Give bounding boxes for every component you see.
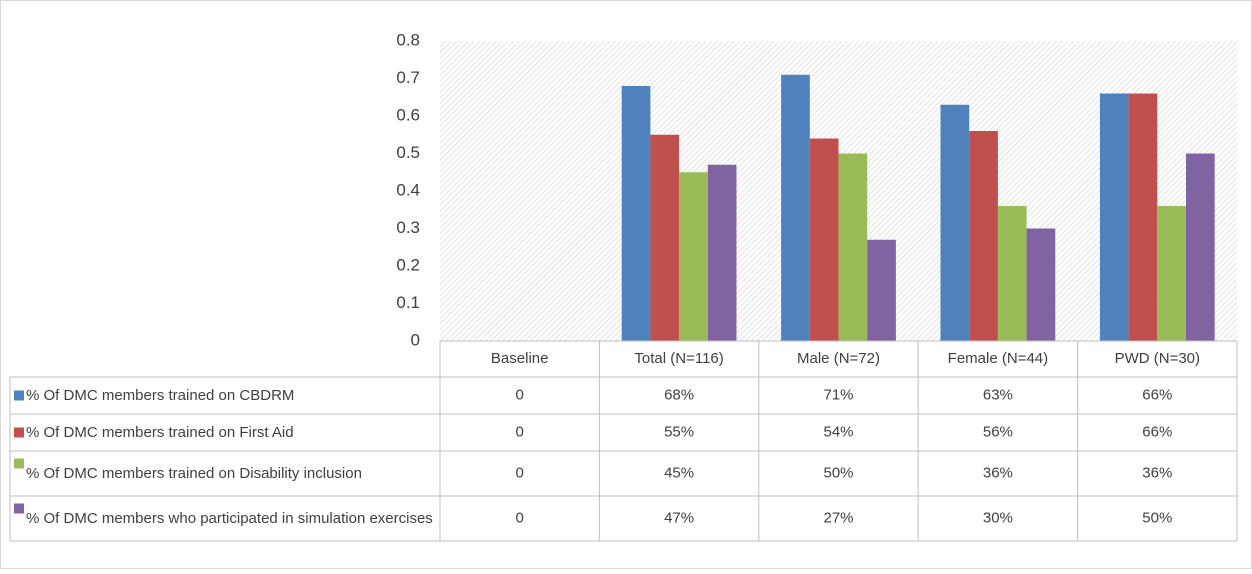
data-label: 0 xyxy=(516,386,524,403)
data-label: 68% xyxy=(664,386,694,403)
data-label: 0 xyxy=(516,464,524,481)
legend-label-box: % Of DMC members trained on First Aid xyxy=(26,423,294,441)
legend-swatch xyxy=(14,427,24,438)
legend-swatch xyxy=(14,503,24,514)
data-label: 50% xyxy=(823,464,853,481)
data-label: 45% xyxy=(664,464,694,481)
bar xyxy=(1185,153,1215,341)
legend-label-box: % Of DMC members trained on CBDRM xyxy=(26,386,295,404)
x-tick-label: Male (N=72) xyxy=(797,350,880,367)
data-label: 56% xyxy=(983,423,1013,440)
bar xyxy=(997,206,1027,341)
data-label: 0 xyxy=(516,423,524,440)
data-label: 50% xyxy=(1142,509,1172,526)
bar xyxy=(867,239,896,341)
data-label: 63% xyxy=(983,386,1013,403)
data-label: 66% xyxy=(1142,386,1172,403)
data-label: 0 xyxy=(516,509,524,526)
x-tick-label: PWD (N=30) xyxy=(1115,350,1200,367)
bar xyxy=(679,172,708,341)
x-tick-label: Total (N=116) xyxy=(634,350,723,367)
bar xyxy=(1099,93,1129,341)
y-tick-label: 0.5 xyxy=(396,143,420,162)
y-tick-label: 0.4 xyxy=(396,180,420,199)
y-tick-label: 0.1 xyxy=(396,293,420,312)
bar xyxy=(1128,93,1158,341)
data-label: 66% xyxy=(1142,423,1172,440)
bar xyxy=(650,134,680,341)
y-tick-label: 0.2 xyxy=(396,255,420,274)
bar xyxy=(940,104,970,341)
legend-swatch xyxy=(14,458,24,469)
legend-label: % Of DMC members who participated in sim… xyxy=(26,509,433,527)
y-tick-label: 0.8 xyxy=(396,30,420,49)
x-tick-label: Baseline xyxy=(491,350,549,367)
bar xyxy=(1157,206,1186,341)
bar xyxy=(809,138,839,341)
data-label: 36% xyxy=(983,464,1013,481)
y-tick-label: 0.6 xyxy=(396,105,420,124)
bar xyxy=(969,131,998,341)
legend-label-box: % Of DMC members who participated in sim… xyxy=(26,509,433,527)
data-label: 47% xyxy=(664,509,694,526)
data-label: 54% xyxy=(823,423,853,440)
bar xyxy=(707,164,737,341)
y-tick-label: 0.7 xyxy=(396,68,420,87)
bar xyxy=(621,86,651,341)
data-label: 30% xyxy=(983,509,1013,526)
legend-label: % Of DMC members trained on CBDRM xyxy=(26,386,295,404)
legend-label: % Of DMC members trained on Disability i… xyxy=(26,464,362,482)
bar xyxy=(781,74,810,341)
data-label: 27% xyxy=(823,509,853,526)
y-tick-label: 0.3 xyxy=(396,218,420,237)
bar xyxy=(1026,228,1056,341)
data-label: 55% xyxy=(664,423,694,440)
bar xyxy=(838,153,868,341)
legend-label: % Of DMC members trained on First Aid xyxy=(26,423,294,441)
legend-label-box: % Of DMC members trained on Disability i… xyxy=(26,464,362,482)
data-label: 71% xyxy=(823,386,853,403)
y-tick-label: 0 xyxy=(411,330,420,349)
x-tick-label: Female (N=44) xyxy=(948,350,1048,367)
legend-swatch xyxy=(14,390,24,401)
data-label: 36% xyxy=(1142,464,1172,481)
